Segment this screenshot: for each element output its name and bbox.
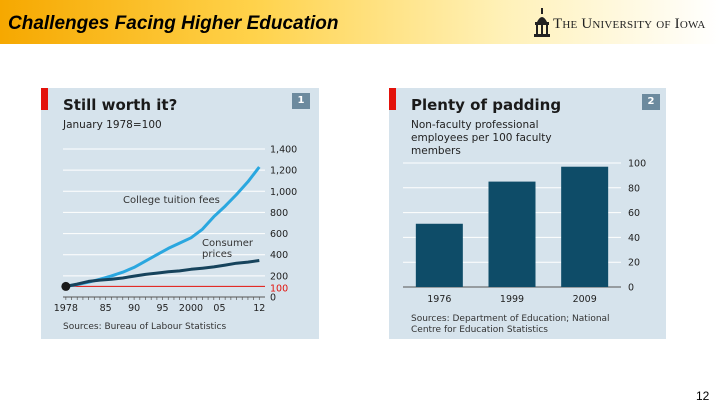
chart2-source: Sources: Department of Education; Nation…	[411, 314, 610, 335]
chart1-title: Still worth it?	[63, 96, 178, 114]
chart1-badge: 1	[292, 93, 310, 109]
university-logo: The University of Iowa	[533, 8, 713, 38]
x-tick-label: 85	[100, 303, 112, 314]
x-tick-label: 2009	[573, 294, 597, 305]
bar	[561, 166, 609, 287]
chart2-svg: 0 20 40 60 80 100 1976 1999 2009	[403, 159, 646, 305]
series-label-tuition: College tuition fees	[123, 195, 220, 206]
bar	[415, 223, 463, 287]
series-label-cpi: prices	[202, 249, 232, 260]
y-tick-label: 80	[628, 183, 640, 194]
slide-title: Challenges Facing Higher Education	[8, 13, 339, 34]
y-tick-label: 400	[270, 250, 288, 261]
chart-panel-padding: Plenty of padding Non-faculty profession…	[389, 88, 666, 339]
old-capitol-icon	[534, 8, 550, 37]
series-line-0	[65, 166, 261, 288]
x-tick-label: 1976	[427, 294, 451, 305]
page-number: 12	[696, 389, 710, 403]
y-tick-label: 200	[270, 271, 288, 282]
y-tick-label: 600	[270, 229, 288, 240]
x-tick-label: 05	[213, 303, 225, 314]
y-tick-label: 0	[270, 293, 276, 304]
x-tick-label: 90	[128, 303, 140, 314]
chart1-svg: 0 200 400 600 800 1,000 1,200 1,400 100 1978 85 90 9…	[54, 145, 297, 315]
y-tick-label: 100	[628, 159, 646, 170]
x-tick-label: 1999	[500, 294, 524, 305]
x-tick-label: 2000	[179, 303, 203, 314]
series-label-cpi: Consumer	[202, 238, 254, 249]
series-line-1	[65, 259, 260, 288]
chart1-subtitle: January 1978=100	[63, 119, 162, 131]
chart2-badge: 2	[642, 94, 660, 110]
y-tick-label: 20	[628, 258, 640, 269]
start-point	[61, 281, 71, 291]
y-tick-label: 1,200	[270, 166, 297, 177]
chart2-subtitle: Non-faculty professional employees per 1…	[411, 119, 552, 157]
y-tick-label: 60	[628, 208, 640, 219]
y-tick-label: 800	[270, 208, 288, 219]
chart2-title: Plenty of padding	[411, 96, 562, 114]
reference-label: 100	[270, 283, 288, 294]
y-tick-label: 1,400	[270, 145, 297, 156]
x-tick-label: 1978	[54, 303, 78, 314]
x-tick-label: 95	[157, 303, 169, 314]
y-tick-label: 1,000	[270, 187, 297, 198]
header-band	[0, 0, 720, 44]
econ-red-tag	[389, 88, 396, 110]
y-tick-label: 0	[628, 283, 634, 294]
chart-panel-tuition: Still worth it? January 1978=100 1 0 200 4…	[41, 88, 319, 339]
university-name: The University of Iowa	[553, 16, 706, 32]
x-tick-label: 12	[253, 303, 265, 314]
y-tick-label: 40	[628, 233, 640, 244]
econ-red-tag	[41, 88, 48, 110]
chart1-source: Sources: Bureau of Labour Statistics	[63, 322, 227, 332]
bar	[488, 181, 536, 287]
